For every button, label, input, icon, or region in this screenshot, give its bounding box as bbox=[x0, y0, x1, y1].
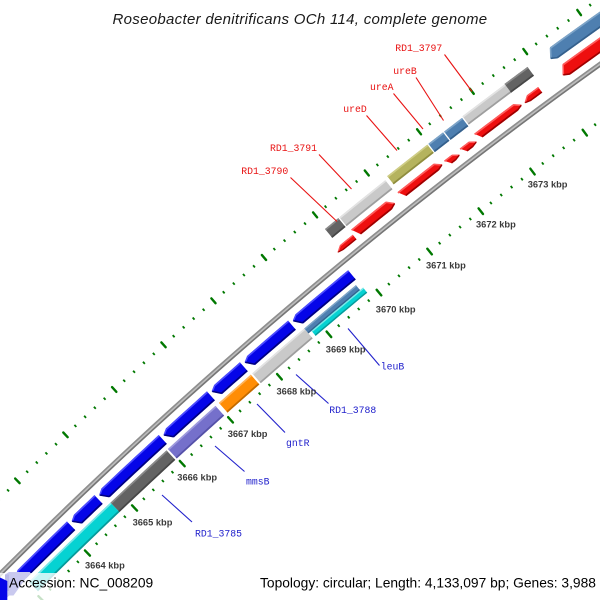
svg-text:RD1_3791: RD1_3791 bbox=[270, 143, 317, 154]
svg-text:Roseobacter denitrificans OCh: Roseobacter denitrificans OCh 114, compl… bbox=[113, 11, 488, 28]
svg-text:ureB: ureB bbox=[393, 66, 417, 77]
svg-text:Topology: circular; Length: 4,: Topology: circular; Length: 4,133,097 bp… bbox=[260, 576, 596, 591]
svg-text:3672 kbp: 3672 kbp bbox=[476, 219, 516, 229]
svg-text:3671 kbp: 3671 kbp bbox=[426, 260, 466, 270]
svg-text:gntR: gntR bbox=[286, 438, 310, 449]
svg-text:3664 kbp: 3664 kbp bbox=[85, 560, 125, 570]
svg-text:3666 kbp: 3666 kbp bbox=[177, 473, 217, 483]
svg-text:leuB: leuB bbox=[381, 362, 405, 373]
svg-text:RD1_3788: RD1_3788 bbox=[329, 405, 376, 416]
svg-text:RD1_3797: RD1_3797 bbox=[395, 43, 442, 54]
svg-text:3673 kbp: 3673 kbp bbox=[528, 180, 568, 190]
svg-text:Accession: NC_008209: Accession: NC_008209 bbox=[9, 576, 154, 591]
svg-text:3670 kbp: 3670 kbp bbox=[376, 305, 416, 315]
svg-text:ureD: ureD bbox=[343, 104, 367, 115]
svg-text:ureA: ureA bbox=[370, 82, 394, 93]
svg-text:RD1_3785: RD1_3785 bbox=[195, 529, 242, 540]
svg-text:3668 kbp: 3668 kbp bbox=[277, 386, 317, 396]
svg-text:RD1_3790: RD1_3790 bbox=[241, 166, 288, 177]
svg-text:mmsB: mmsB bbox=[246, 477, 270, 488]
svg-text:3665 kbp: 3665 kbp bbox=[133, 517, 173, 527]
svg-text:3667 kbp: 3667 kbp bbox=[228, 429, 268, 439]
svg-text:3669 kbp: 3669 kbp bbox=[326, 344, 366, 354]
